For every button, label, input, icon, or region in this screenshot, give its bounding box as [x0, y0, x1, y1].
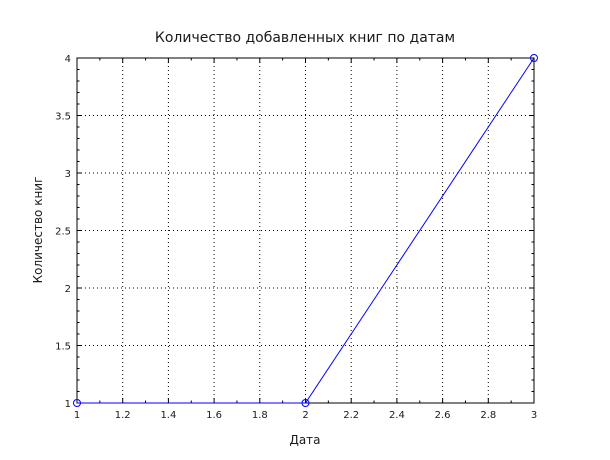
- y-tick-label: 1: [65, 399, 71, 410]
- x-tick-label: 2.4: [389, 410, 405, 421]
- series-line: [77, 57, 535, 404]
- chart-title: Количество добавленных книг по датам: [155, 30, 455, 46]
- x-tick-label: 3: [531, 410, 537, 421]
- x-tick-label: 1.4: [160, 410, 176, 421]
- y-axis-label: Количество книг: [31, 177, 45, 284]
- x-tick-label: 1.2: [115, 410, 131, 421]
- y-tick-label: 1.5: [55, 342, 71, 353]
- data-point: [73, 399, 81, 407]
- x-tick-label: 1.8: [252, 410, 268, 421]
- data-point: [530, 54, 538, 62]
- y-tick-label: 2: [65, 284, 71, 295]
- y-tick-label: 4: [65, 54, 71, 65]
- x-tick-label: 2.6: [435, 410, 451, 421]
- x-axis-label: Дата: [289, 433, 320, 447]
- series-layer: [73, 54, 538, 407]
- y-tick-label: 2.5: [55, 227, 71, 238]
- x-tick-label: 2.2: [343, 410, 359, 421]
- x-tick-label: 2.8: [480, 410, 496, 421]
- x-tick-label: 1: [74, 410, 80, 421]
- y-tick-label: 3: [65, 169, 71, 180]
- x-tick-label: 1.6: [206, 410, 222, 421]
- grid: [77, 58, 534, 403]
- x-tick-label: 2: [302, 410, 308, 421]
- ticks: 1 1.2 1.4 1.6 1.8 2 2.2 2.4 2.6 2.8 3 1 1.5 2 2.5 3 3.5 4: [55, 54, 537, 421]
- data-point: [301, 399, 310, 407]
- y-tick-label: 3.5: [55, 112, 71, 123]
